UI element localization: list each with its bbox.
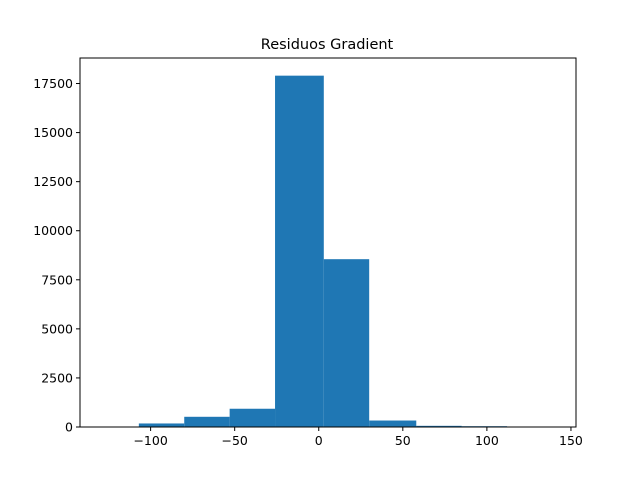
y-tick-label-7: 17500 — [33, 76, 73, 91]
y-tick-label-5: 12500 — [33, 174, 73, 189]
histogram-bar-3 — [275, 75, 324, 428]
histogram-bar-0 — [138, 423, 185, 427]
histogram-bar-2 — [229, 408, 276, 427]
histogram-bar-5 — [369, 420, 417, 427]
x-tick-label-5: 150 — [559, 433, 583, 448]
x-tick-label-0: −100 — [133, 433, 167, 448]
x-tick-label-2: 0 — [315, 433, 323, 448]
y-tick-label-2: 5000 — [41, 321, 73, 336]
histogram-bar-6 — [416, 425, 462, 427]
x-axis-ticks: −100 −50 0 50 100 150 — [133, 427, 583, 448]
axes-frame — [79, 57, 577, 428]
y-tick-label-6: 15000 — [33, 125, 73, 140]
x-tick-label-1: −50 — [221, 433, 247, 448]
x-tick-label-3: 50 — [395, 433, 411, 448]
bars-group — [138, 75, 508, 428]
y-axis-ticks: 0 2500 5000 7500 10000 12500 15000 17500 — [33, 76, 80, 435]
y-tick-label-1: 2500 — [41, 370, 73, 385]
y-tick-label-3: 7500 — [41, 272, 73, 287]
histogram-bar-4 — [323, 259, 370, 427]
histogram-bar-1 — [184, 416, 230, 427]
y-tick-label-0: 0 — [65, 420, 73, 435]
chart-title: Residuos Gradient — [261, 37, 394, 53]
y-tick-label-4: 10000 — [33, 223, 73, 238]
x-tick-label-4: 100 — [475, 433, 499, 448]
